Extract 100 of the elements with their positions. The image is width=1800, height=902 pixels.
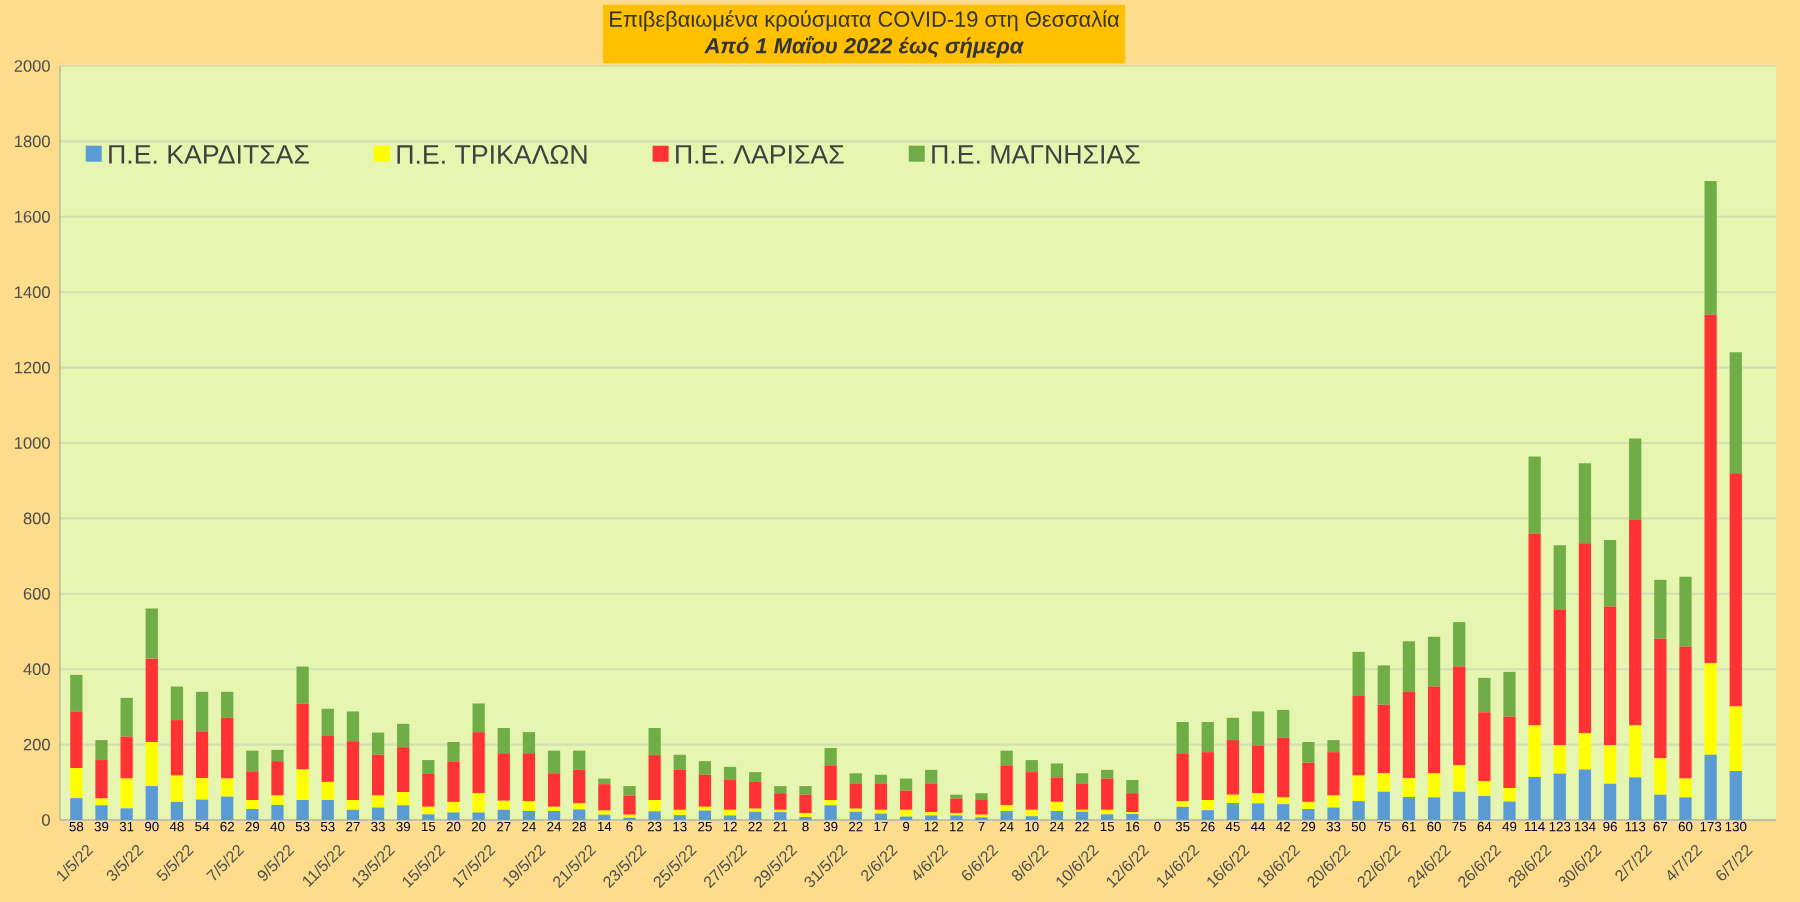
bar <box>950 798 963 814</box>
bar <box>799 794 812 814</box>
bar <box>522 810 536 820</box>
bar <box>371 732 385 755</box>
bar <box>1050 763 1064 778</box>
bar <box>1251 711 1265 746</box>
bar <box>698 774 712 807</box>
bar <box>749 781 762 809</box>
bar <box>1101 814 1114 820</box>
bar <box>221 796 234 820</box>
bar <box>271 749 284 762</box>
bar <box>573 769 586 804</box>
bar <box>573 809 586 820</box>
bar <box>1176 801 1189 807</box>
bar <box>1654 758 1667 795</box>
bar <box>1478 677 1491 713</box>
bar <box>1302 801 1315 810</box>
bar <box>1553 545 1566 611</box>
bar <box>472 793 485 813</box>
bar <box>1226 740 1240 795</box>
bar <box>95 805 108 820</box>
bar <box>1000 810 1013 820</box>
bar <box>1126 780 1139 794</box>
bar <box>70 674 83 712</box>
legend-label: Π.Ε. ΛΑΡΙΣΑΣ <box>676 145 844 164</box>
bar <box>1503 801 1516 820</box>
bar <box>397 723 410 748</box>
bar <box>296 769 309 801</box>
bar <box>1277 804 1290 820</box>
bar <box>1000 765 1013 806</box>
bar <box>1327 752 1340 796</box>
bar <box>1352 695 1365 776</box>
bar <box>1050 777 1064 802</box>
bar <box>271 795 284 805</box>
bar <box>1654 579 1667 639</box>
bar <box>271 804 284 820</box>
bar <box>899 809 913 817</box>
bar <box>1553 610 1566 746</box>
bar <box>422 814 435 820</box>
bar <box>1101 769 1114 779</box>
bar <box>1603 606 1617 746</box>
bar <box>1453 622 1466 667</box>
bar <box>673 809 686 816</box>
bar <box>296 703 309 770</box>
bar <box>1578 463 1592 544</box>
bar <box>1478 795 1491 820</box>
bar <box>1176 753 1189 802</box>
bar <box>371 795 385 808</box>
bar <box>925 783 938 813</box>
bar <box>1025 760 1038 773</box>
bar <box>1302 762 1315 802</box>
bar <box>1251 803 1265 820</box>
bar <box>1000 750 1013 766</box>
bar <box>1176 721 1189 754</box>
bar <box>573 750 586 770</box>
bar <box>648 800 661 812</box>
bar <box>1679 646 1692 779</box>
bar <box>1201 810 1214 820</box>
bar <box>824 805 837 820</box>
bar <box>1503 716 1516 788</box>
bar <box>346 741 360 801</box>
bar <box>1226 803 1240 820</box>
bar <box>573 803 586 810</box>
bar <box>1352 775 1365 802</box>
bar <box>1201 721 1214 753</box>
bar <box>623 795 636 815</box>
bar <box>1251 745 1265 794</box>
bar <box>1377 704 1390 774</box>
bar <box>120 778 133 809</box>
bar <box>195 731 209 779</box>
bar <box>1704 314 1717 664</box>
bar <box>774 812 787 820</box>
bar <box>1201 800 1214 811</box>
bar <box>673 754 686 770</box>
bar <box>874 813 888 820</box>
bar <box>1427 797 1441 820</box>
bar <box>1704 754 1717 820</box>
bar <box>698 810 712 820</box>
bar <box>145 786 158 820</box>
bar <box>824 765 837 801</box>
bar <box>1327 795 1340 808</box>
bar <box>1277 737 1290 798</box>
chart-title: Επιβεβαιωμένα κρούσματα COVID-19 στη Θεσσαλία <box>610 10 1120 32</box>
y-tick-label: 400 <box>23 663 50 676</box>
bar <box>497 753 510 801</box>
bar <box>1176 806 1189 820</box>
bar <box>1729 770 1742 820</box>
bar <box>723 766 737 781</box>
bar <box>271 761 284 796</box>
bar <box>397 805 410 820</box>
bar <box>371 807 385 820</box>
bar <box>749 772 762 782</box>
bar <box>1000 805 1013 811</box>
bar <box>1101 778 1114 810</box>
bar <box>246 809 259 820</box>
y-tick-label: 1600 <box>15 210 50 223</box>
bar <box>346 711 360 742</box>
bar <box>321 781 334 801</box>
bar <box>1679 576 1692 647</box>
bar <box>1327 807 1340 820</box>
